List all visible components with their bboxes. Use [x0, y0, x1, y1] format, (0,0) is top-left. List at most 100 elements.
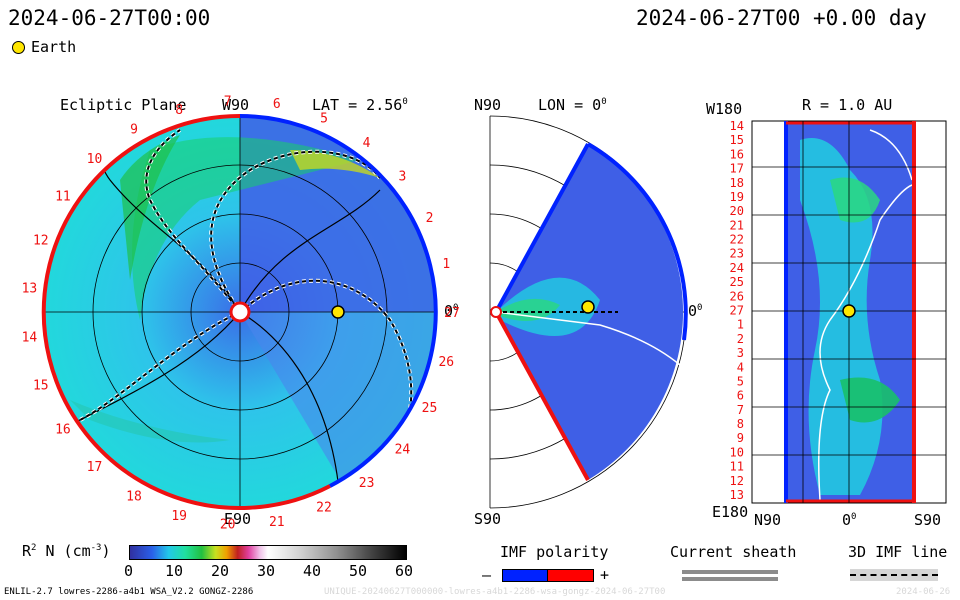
radial-plot [751, 120, 947, 504]
ecliptic-rotation-label: 8 [175, 103, 183, 118]
ecliptic-rotation-label: 7 [224, 94, 232, 109]
ecliptic-rotation-label: 2 [426, 211, 434, 226]
imf-polarity-plus: + [600, 566, 610, 584]
ecliptic-rotation-label: 18 [126, 490, 142, 505]
ecliptic-title: Ecliptic Plane [60, 96, 187, 114]
ecliptic-rotation-label: 22 [316, 501, 332, 516]
ecliptic-rotation-label: 21 [269, 515, 285, 530]
meridional-right-label: 00 [688, 302, 703, 320]
radial-y-label: 27 [730, 304, 744, 318]
ecliptic-rotation-label: 17 [87, 460, 103, 475]
current-sheath-swatch-top [682, 570, 778, 574]
ecliptic-rotation-label: 12 [33, 234, 49, 249]
earth-legend-icon [12, 41, 25, 54]
radial-y-label: 18 [730, 176, 744, 190]
radial-y-label: 6 [737, 389, 744, 403]
radial-y-label: 20 [730, 204, 744, 218]
radial-title: R = 1.0 AU [802, 96, 893, 114]
radial-y-label: 12 [730, 474, 744, 488]
radial-y-label: 1 [737, 318, 744, 332]
colorbar-tick-label: 40 [303, 562, 322, 580]
ecliptic-rotation-label: 24 [395, 442, 411, 457]
ecliptic-rotation-label: 27 [444, 306, 460, 321]
current-sheath-title: Current sheath [670, 543, 797, 561]
radial-y-label: 21 [730, 218, 744, 232]
ecliptic-lat-label: LAT = 2.560 [312, 96, 408, 114]
ecliptic-right-label: 00 [444, 302, 459, 320]
radial-x-label-s90: S90 [914, 511, 942, 529]
radial-y-label: 2 [737, 332, 744, 346]
datetime-left: 2024-06-27T00:00 [8, 6, 211, 30]
radial-y-label: 7 [737, 403, 744, 417]
current-sheath-swatch-bottom [682, 577, 778, 581]
radial-bottom-left-label: E180 [712, 503, 749, 521]
meridional-bottom-label: S90 [474, 510, 502, 528]
radial-y-label: 3 [737, 346, 744, 360]
radial-y-label: 16 [730, 147, 744, 161]
ecliptic-rotation-label: 6 [273, 97, 281, 112]
ecliptic-imf-lines [79, 129, 413, 451]
ecliptic-rotation-label: 23 [359, 476, 375, 491]
imf-line-title: 3D IMF line [848, 543, 948, 561]
radial-x-label-zero: 00 [842, 511, 857, 529]
ecliptic-rim-positive [41, 114, 331, 510]
sun-icon [229, 301, 251, 323]
ecliptic-rotation-label: 1 [442, 257, 450, 272]
radial-y-label: 11 [730, 460, 744, 474]
radial-y-label: 23 [730, 247, 744, 261]
colorbar-tick-label: 20 [211, 562, 230, 580]
ecliptic-rotation-label: 10 [87, 152, 103, 167]
ecliptic-bottom-label: E90 [224, 510, 252, 528]
colorbar-tick-label: 0 [124, 562, 134, 580]
ecliptic-rotation-label: 13 [22, 281, 38, 296]
run-id: UNIQUE-20240627T000000-lowres-a4b1-2286-… [324, 587, 666, 597]
colorbar-tick-label: 30 [257, 562, 276, 580]
colorbar-gradient [129, 545, 407, 560]
colorbar-tick-label: 50 [349, 562, 368, 580]
ecliptic-rotation-label: 5 [320, 111, 328, 126]
imf-polarity-minus: – [482, 566, 492, 584]
radial-y-label: 14 [730, 119, 744, 133]
meridional-plot [489, 115, 688, 509]
imf-polarity-title: IMF polarity [500, 543, 609, 561]
radial-y-label: 8 [737, 417, 744, 431]
radial-y-label: 25 [730, 275, 744, 289]
radial-y-label: 24 [730, 261, 744, 275]
earth-marker-radial [842, 304, 856, 318]
ecliptic-rotation-label: 25 [422, 401, 438, 416]
ecliptic-rotation-label: 15 [33, 379, 49, 394]
earth-legend-label: Earth [31, 38, 77, 56]
earth-marker-ecliptic [331, 305, 345, 319]
radial-y-label: 26 [730, 289, 744, 303]
colorbar-tick-label: 60 [395, 562, 414, 580]
colorbar-tick-label: 10 [165, 562, 184, 580]
ecliptic-rotation-label: 11 [55, 190, 71, 205]
radial-y-label: 15 [730, 133, 744, 147]
ecliptic-rotation-label: 3 [398, 170, 406, 185]
sun-icon-meridional [490, 306, 502, 318]
radial-y-label: 10 [730, 445, 744, 459]
datetime-right: 2024-06-27T00 +0.00 day [636, 6, 927, 30]
ecliptic-rotation-label: 16 [55, 423, 71, 438]
meridional-top-label: N90 [474, 96, 502, 114]
radial-y-labels: 1415161718192021222324252627123456789101… [730, 119, 744, 502]
run-date: 2024-06-26 [896, 587, 951, 597]
ecliptic-top-label: W90 [222, 96, 250, 114]
radial-y-label: 5 [737, 375, 744, 389]
radial-y-label: 17 [730, 162, 744, 176]
imf-line-swatch [850, 574, 938, 576]
radial-top-left-label: W180 [706, 100, 743, 118]
colorbar-label: R2 N (cm-3) [22, 542, 111, 560]
radial-y-label: 22 [730, 233, 744, 247]
meridional-lon-label: LON = 00 [538, 96, 607, 114]
ecliptic-rotation-label: 26 [438, 355, 454, 370]
positive-polarity-swatch [547, 569, 594, 582]
ecliptic-rotation-label: 20 [220, 518, 236, 533]
earth-marker-meridional [581, 300, 595, 314]
ecliptic-rotation-label: 14 [22, 331, 38, 346]
negative-polarity-swatch [502, 569, 549, 582]
radial-x-label-n90: N90 [754, 511, 782, 529]
ecliptic-rotation-label: 19 [171, 509, 187, 524]
